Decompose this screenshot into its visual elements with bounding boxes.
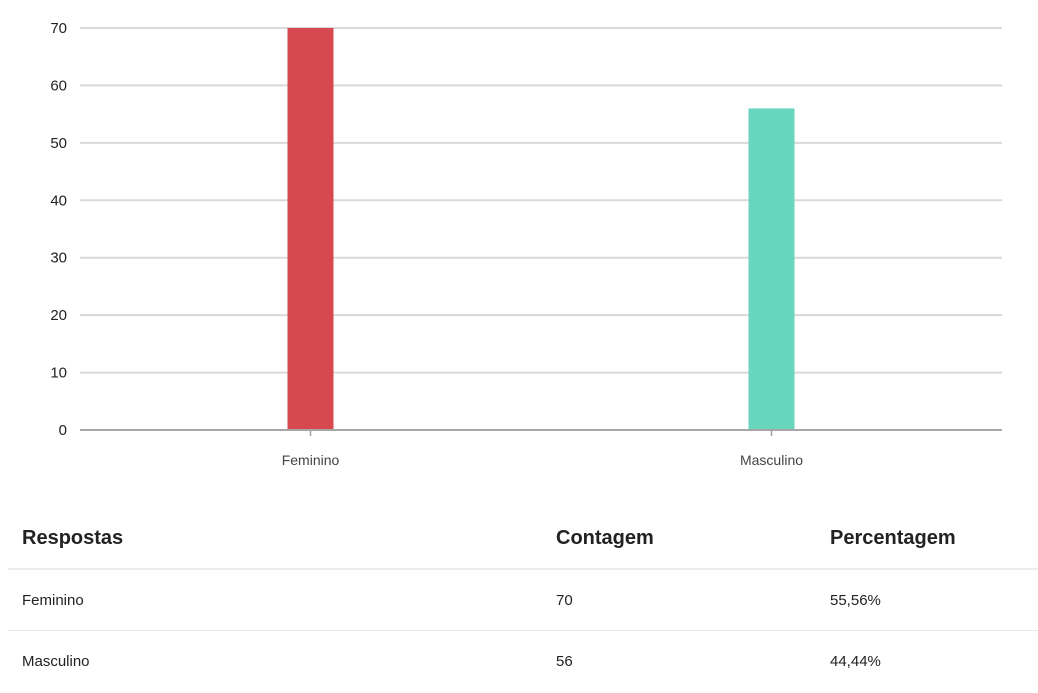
y-tick-label: 70 [50,20,67,37]
chart-canvas: 0 10 20 30 40 50 60 70 Feminino Masculino [50,20,1002,468]
percentage-cell: 44,44% [816,630,1038,691]
y-tick-label: 50 [50,135,67,152]
bar-masculino[interactable] [748,108,795,431]
y-tick-label: 10 [50,365,67,382]
y-axis-ticks: 0 10 20 30 40 50 60 70 [50,20,67,439]
grid-lines [80,27,1002,374]
header-percentagem: Percentagem [830,526,956,549]
bar-feminino[interactable] [287,28,334,430]
table-row: Masculino 56 44,44% [8,630,1038,691]
response-cell: Masculino [8,630,542,691]
bar-chart: 0 10 20 30 40 50 60 70 Feminino Masculino [50,20,1002,468]
table-row: Feminino 70 55,56% [8,568,1038,631]
x-axis-labels: Feminino Masculino [282,452,804,468]
header-contagem: Contagem [556,526,654,549]
response-cell: Feminino [8,568,542,631]
y-tick-label: 30 [50,250,67,267]
y-tick-label: 0 [59,422,67,439]
results-table: Respostas Contagem Percentagem Feminino … [8,508,1038,691]
x-tick-label: Masculino [740,452,803,468]
header-respostas: Respostas [22,526,124,549]
bars [287,28,795,431]
y-tick-label: 60 [50,77,67,94]
table-header-row: Respostas Contagem Percentagem [8,508,1038,569]
y-tick-label: 20 [50,307,67,324]
x-tick-label: Feminino [282,452,340,468]
count-cell: 70 [542,568,816,631]
percentage-cell: 55,56% [816,568,1038,631]
count-cell: 56 [542,630,816,691]
x-axis [80,429,1002,436]
y-tick-label: 40 [50,192,67,209]
